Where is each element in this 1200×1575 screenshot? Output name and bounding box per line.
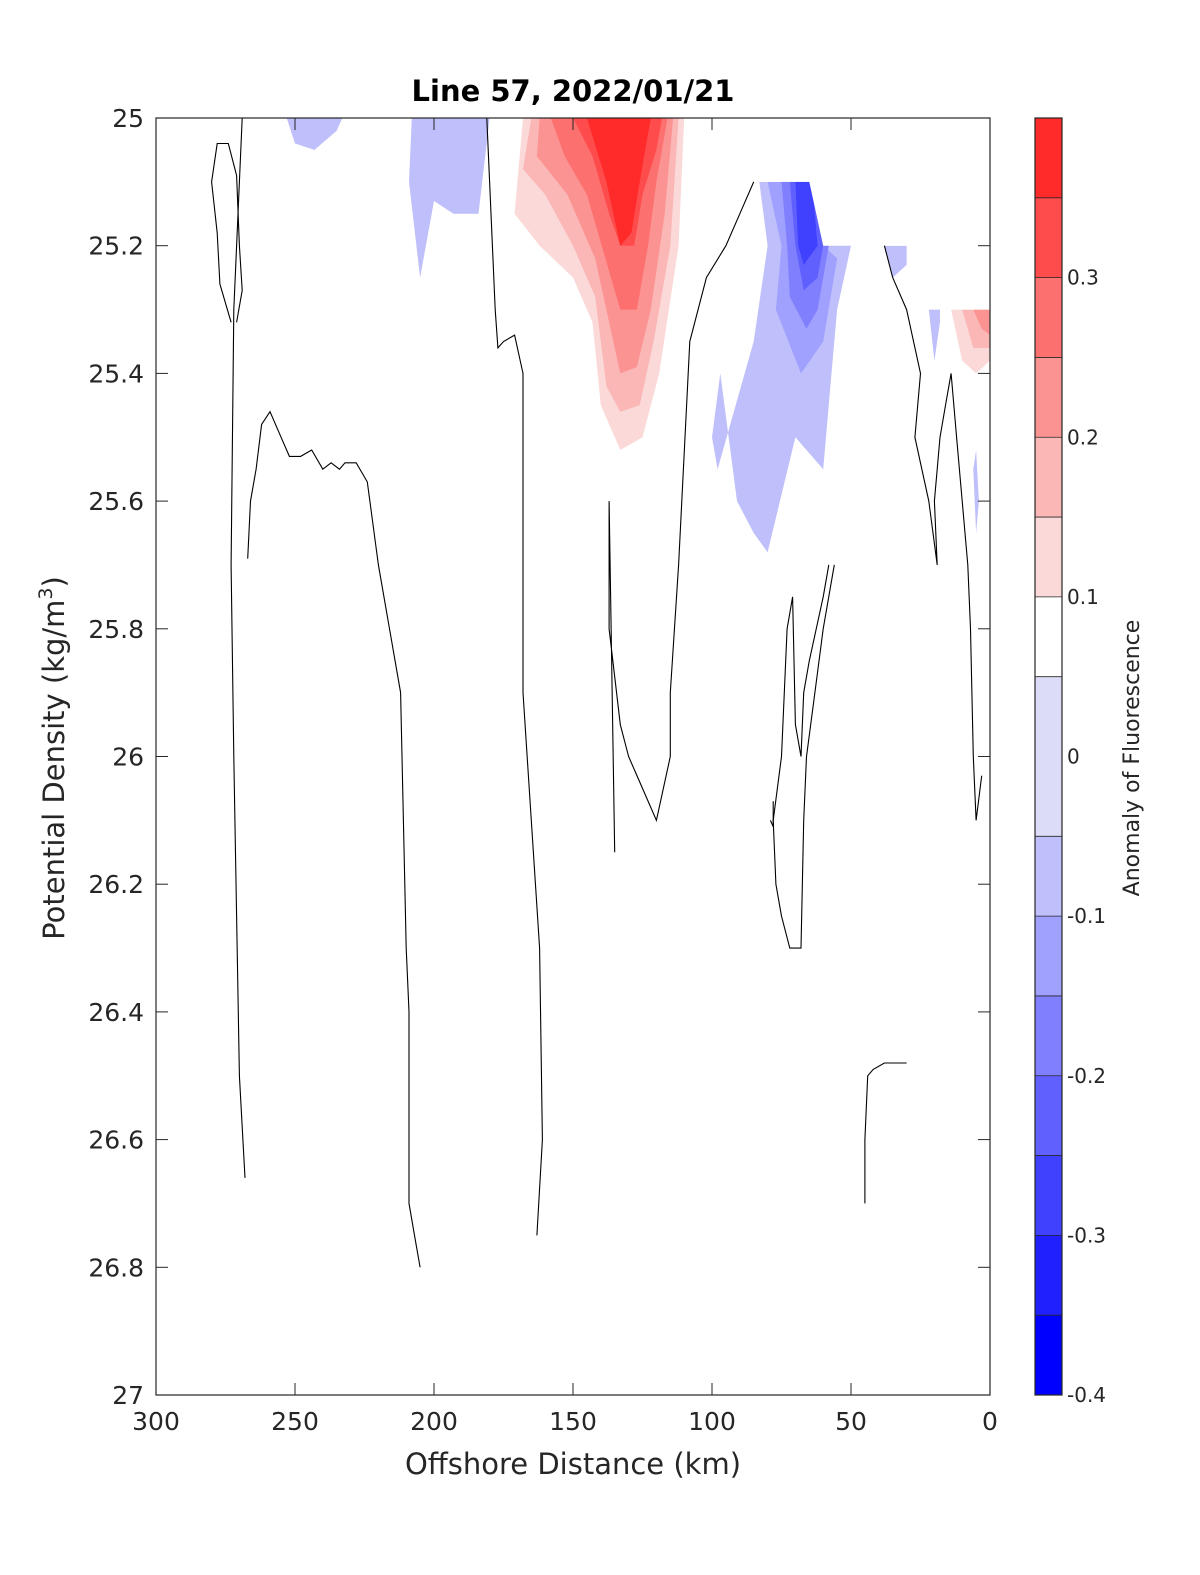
y-tick-label: 25 <box>112 104 144 133</box>
x-axis: 300 250 200 150 100 50 0 <box>132 118 998 1436</box>
colorbar-tick-label: -0.1 <box>1067 904 1106 928</box>
colorbar <box>1035 118 1062 1395</box>
colorbar-swatch-14 <box>1035 118 1062 198</box>
y-tick-label: 26 <box>112 743 144 772</box>
x-tick-label: 200 <box>410 1407 458 1436</box>
colorbar-tick-label: 0 <box>1067 745 1080 769</box>
y-tick-label: 25.6 <box>88 487 144 516</box>
contour-line-layer <box>211 118 983 1268</box>
anomaly-region-12 <box>973 309 990 336</box>
y-tick-label: 26.4 <box>88 998 144 1027</box>
colorbar-swatch-3 <box>1035 1075 1062 1156</box>
colorbar-swatch-0 <box>1035 1315 1062 1395</box>
zero-contour-line-0 <box>230 118 246 1178</box>
colorbar-swatch-9 <box>1035 517 1062 597</box>
colorbar-tick-label: -0.2 <box>1067 1064 1106 1088</box>
colorbar-swatch-8 <box>1035 596 1062 677</box>
anomaly-region-22 <box>928 309 940 361</box>
colorbar-swatch-5 <box>1035 916 1062 996</box>
anomaly-region-14 <box>286 118 343 150</box>
colorbar-swatch-7 <box>1035 676 1062 837</box>
colorbar-label: Anomaly of Fluorescence <box>1120 620 1145 897</box>
zero-contour-line-8 <box>769 801 774 827</box>
x-tick-label: 50 <box>835 1407 867 1436</box>
y-axis-label-close: ) <box>37 576 71 587</box>
anomaly-region-21 <box>884 245 907 278</box>
y-tick-label: 26.6 <box>88 1126 144 1155</box>
x-tick-label: 300 <box>132 1407 180 1436</box>
colorbar-swatch-2 <box>1035 1155 1062 1236</box>
colorbar-swatch-13 <box>1035 197 1062 278</box>
colorbar-tick-label: 0.1 <box>1067 585 1099 609</box>
colorbar-swatch-11 <box>1035 357 1062 438</box>
colorbar-frame <box>1034 117 1063 1396</box>
x-axis-label: Offshore Distance (km) <box>405 1447 741 1481</box>
x-tick-label: 0 <box>982 1407 998 1436</box>
anomaly-region-23 <box>973 450 979 533</box>
zero-contour-line-1 <box>247 410 421 1268</box>
anomaly-region-6 <box>586 118 651 246</box>
anomaly-region-13 <box>873 309 879 336</box>
zero-contour-line-4 <box>608 181 755 853</box>
colorbar-swatch-10 <box>1035 437 1062 518</box>
y-tick-label: 25.4 <box>88 359 144 388</box>
anomaly-region-8 <box>901 807 929 987</box>
y-axis-label-superscript: 3 <box>35 587 57 599</box>
colorbar-swatch-12 <box>1035 277 1062 358</box>
colorbar-swatch-1 <box>1035 1235 1062 1316</box>
y-tick-label: 26.2 <box>88 870 144 899</box>
anomaly-region-15 <box>409 118 490 278</box>
colorbar-tick-label: -0.4 <box>1067 1383 1106 1407</box>
colorbar-swatch-6 <box>1035 836 1062 917</box>
y-tick-label: 25.8 <box>88 615 144 644</box>
no-data-region-0 <box>698 118 990 310</box>
y-tick-label: 25.2 <box>88 232 144 261</box>
x-tick-label: 100 <box>688 1407 736 1436</box>
zero-contour-line-6 <box>883 245 983 821</box>
x-tick-label: 150 <box>549 1407 597 1436</box>
colorbar-tick-label: -0.3 <box>1067 1223 1106 1247</box>
colorbar-tick-label: 0.3 <box>1067 266 1099 290</box>
colorbar-ticks: -0.4 -0.3 -0.2 -0.1 0 0.1 0.2 0.3 <box>1067 266 1106 1407</box>
colorbar-tick-label: 0.2 <box>1067 425 1099 449</box>
zero-contour-line-7 <box>864 1062 907 1204</box>
masked-region-layer <box>698 118 990 310</box>
x-tick-label: 250 <box>271 1407 319 1436</box>
y-axis-label-main: Potential Density (kg/m <box>37 600 71 940</box>
y-axis-label: Potential Density (kg/m3) <box>35 576 71 940</box>
colorbar-swatch-4 <box>1035 995 1062 1076</box>
y-tick-label: 27 <box>112 1381 144 1410</box>
zero-contour-line-5 <box>772 564 835 949</box>
zero-contour-line-2 <box>211 142 243 323</box>
anomaly-region-7 <box>698 181 751 221</box>
y-axis: 25 25.2 25.4 25.6 25.8 26 26.2 26.4 26.6 26.8 27 <box>88 104 990 1410</box>
y-tick-label: 26.8 <box>88 1253 144 1282</box>
zero-contour-line-3 <box>486 118 543 1236</box>
chart-title: Line 57, 2022/01/21 <box>412 74 735 108</box>
anomaly-region-20 <box>795 181 818 265</box>
filled-contour-layer <box>286 118 990 987</box>
